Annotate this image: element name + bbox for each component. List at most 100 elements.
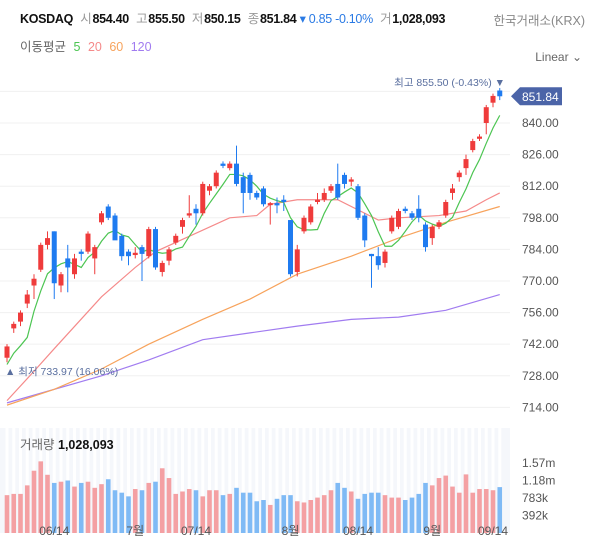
- volume-bar: [227, 493, 233, 533]
- volume-tick-label: 783k: [522, 491, 549, 505]
- candle-body: [234, 163, 239, 184]
- symbol: KOSDAQ: [20, 12, 74, 26]
- ma-60-line: [6, 205, 500, 406]
- volume-bar: [193, 490, 199, 533]
- volume-bar: [369, 492, 374, 533]
- volume-bar: [119, 492, 125, 533]
- ma-120-toggle[interactable]: 120: [130, 40, 152, 54]
- candle-body: [294, 249, 300, 272]
- candle-body: [328, 186, 334, 191]
- volume-bar: [436, 478, 442, 533]
- candle-body: [261, 188, 266, 205]
- high-value: 855.50: [148, 12, 185, 26]
- candle-body: [288, 220, 293, 275]
- ma-60-toggle[interactable]: 60: [109, 40, 124, 54]
- scale-selector[interactable]: Linear ⌄: [535, 50, 582, 64]
- candle-body: [58, 274, 64, 286]
- candle-body: [247, 174, 253, 193]
- candle-body: [436, 222, 442, 227]
- candle-body: [4, 346, 10, 358]
- volume-bar: [328, 490, 334, 533]
- volume-bar: [382, 495, 388, 533]
- candle-body: [308, 206, 314, 223]
- change-percent: -0.10%: [335, 12, 373, 26]
- candle-body: [180, 220, 185, 227]
- volume-tick-label: 1.57m: [522, 456, 555, 470]
- volume-bar: [450, 486, 455, 533]
- volume-bar: [99, 484, 104, 533]
- volume-bar: [470, 492, 476, 533]
- candle-body: [38, 244, 44, 270]
- candle-body: [240, 177, 246, 193]
- volume-bar: [51, 482, 57, 533]
- volume-bar: [362, 493, 368, 533]
- volume-bar: [180, 491, 185, 533]
- open-value: 854.40: [92, 12, 129, 26]
- volume-bar: [126, 496, 131, 533]
- volume-bar: [247, 492, 253, 533]
- candle-body: [429, 226, 435, 239]
- candle-body: [220, 163, 226, 166]
- candle-body: [24, 294, 30, 304]
- volume-bar: [301, 502, 307, 533]
- volume-bar: [78, 482, 84, 533]
- volume-bar: [159, 468, 165, 533]
- ma-120-line: [6, 293, 500, 404]
- candle-body: [274, 203, 280, 206]
- y-tick-label: 812.00: [522, 179, 559, 193]
- volume-bar: [497, 487, 503, 533]
- ma-5-toggle[interactable]: 5: [73, 40, 81, 54]
- candle-body: [470, 141, 476, 151]
- candle-body: [389, 217, 395, 232]
- low-value: 850.15: [204, 12, 241, 26]
- candle-body: [227, 163, 233, 169]
- volume-bar: [355, 498, 361, 533]
- volume-bar: [342, 487, 347, 533]
- volume-bar: [389, 497, 395, 533]
- volume-bar: [477, 489, 482, 533]
- volume-bar: [213, 490, 219, 533]
- volume-bar: [153, 481, 158, 533]
- candle-body: [193, 208, 199, 214]
- candle-body: [301, 217, 307, 232]
- candle-body: [31, 278, 37, 286]
- y-tick-label: 826.00: [522, 148, 559, 162]
- volume-bar: [186, 489, 192, 533]
- volume-bar: [423, 482, 428, 533]
- candle-body: [254, 192, 260, 198]
- volume-bar: [315, 497, 320, 533]
- change-down-icon: ▾: [299, 12, 306, 26]
- volume-bar: [234, 487, 239, 533]
- close-label: 종: [247, 12, 260, 26]
- candle-body: [166, 249, 172, 261]
- volume-bar: [321, 495, 327, 533]
- candle-body: [443, 201, 449, 216]
- volume-pane-label: 거래량 1,028,093: [20, 434, 114, 453]
- candle-body: [315, 199, 320, 202]
- x-tick-label: 09/14: [478, 524, 508, 538]
- volume-bar: [240, 492, 246, 533]
- volume-bar: [443, 475, 449, 533]
- candle-body: [173, 235, 179, 243]
- candle-body: [342, 174, 347, 184]
- volume-bar: [132, 489, 138, 533]
- volume-value: 1,028,093: [392, 12, 446, 26]
- ma-20-toggle[interactable]: 20: [87, 40, 102, 54]
- volume-bar: [139, 490, 145, 533]
- candle-body: [463, 159, 469, 169]
- chevron-down-icon: ⌄: [571, 50, 582, 64]
- candle-body: [85, 233, 91, 252]
- candle-body: [267, 203, 273, 206]
- volume-tick-label: 392k: [522, 509, 549, 523]
- candle-body: [186, 213, 192, 216]
- candle-body: [18, 312, 23, 322]
- candle-body: [159, 262, 165, 272]
- candle-body: [362, 215, 368, 241]
- volume-bar: [294, 501, 300, 533]
- candle-body: [409, 213, 415, 218]
- candle-body: [92, 247, 98, 259]
- candle-body: [207, 186, 212, 191]
- candle-body: [126, 251, 131, 257]
